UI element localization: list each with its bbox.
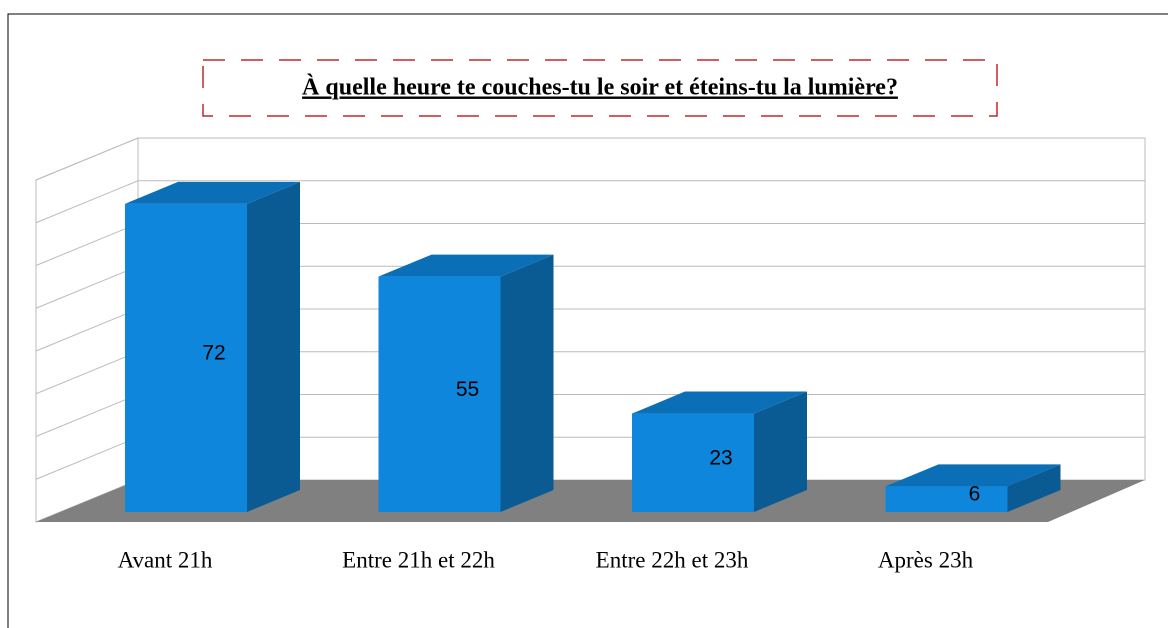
bar-side <box>754 391 807 512</box>
bar-side <box>1007 464 1061 512</box>
x-tick-label: Entre 22h et 23h <box>596 547 749 572</box>
floor <box>36 480 1145 522</box>
grid-line <box>35 180 1145 224</box>
x-tick-label: Avant 21h <box>118 547 213 572</box>
bar <box>125 203 247 512</box>
title-box <box>202 59 998 117</box>
bar-top <box>125 181 300 204</box>
x-tick-label: Après 23h <box>878 547 974 572</box>
x-tick-label: Entre 21h et 22h <box>342 547 495 572</box>
value-label: 55 <box>456 378 479 401</box>
frame <box>7 13 1168 628</box>
bar <box>378 276 501 512</box>
bar-top <box>378 254 554 277</box>
grid-line <box>35 137 1145 181</box>
bar-top <box>632 391 807 414</box>
bar-top <box>885 464 1061 487</box>
value-label: 23 <box>709 446 732 469</box>
bar-side <box>500 254 554 512</box>
chart-title: À quelle heure te couches-tu le soir et … <box>302 75 898 101</box>
bar <box>632 413 754 512</box>
bar-side <box>247 181 300 512</box>
bar <box>885 486 1008 512</box>
value-label: 6 <box>969 483 981 506</box>
value-label: 72 <box>202 341 225 364</box>
